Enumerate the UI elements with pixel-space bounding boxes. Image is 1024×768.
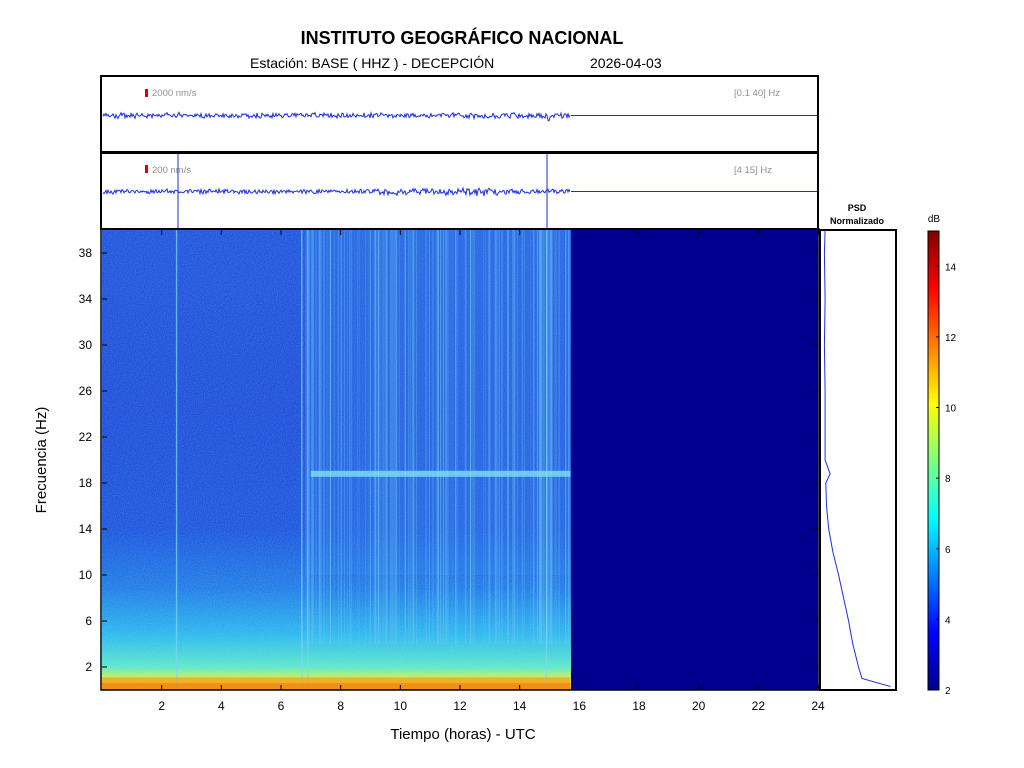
page-title: INSTITUTO GEOGRÁFICO NACIONAL — [300, 28, 624, 48]
y-tick-label: 18 — [79, 476, 93, 490]
station-label: Estación: BASE ( HHZ ) - DECEPCIÓN — [250, 55, 495, 71]
trace-panel-filtered: 200 nm/s [4 15] Hz — [100, 152, 819, 230]
x-axis-label: Tiempo (horas) - UTC — [390, 726, 535, 743]
y-axis-label: Frecuencia (Hz) — [33, 407, 50, 514]
x-tick-label: 20 — [692, 699, 706, 713]
y-tick-label: 38 — [79, 246, 93, 260]
colorbar-tick-label: 6 — [945, 545, 951, 556]
y-tick-label: 10 — [79, 568, 93, 582]
x-tick-label: 4 — [218, 699, 225, 713]
persistent-band — [310, 470, 571, 477]
spectrogram-features — [102, 230, 571, 690]
x-tick-label: 2 — [158, 699, 165, 713]
colorbar-tick-label: 4 — [945, 615, 951, 626]
colorbar-tick-label: 8 — [945, 474, 951, 485]
scale-bar-icon — [145, 89, 148, 97]
x-tick-label: 8 — [337, 699, 344, 713]
trace-scale-label: 2000 nm/s — [152, 88, 197, 99]
trace-waveform-broadband — [102, 110, 571, 122]
x-tick-label: 22 — [752, 699, 766, 713]
spectrogram-no-data-area — [571, 230, 818, 690]
y-tick-label: 30 — [79, 338, 93, 352]
noise-block — [304, 230, 571, 575]
x-tick-label: 14 — [513, 699, 527, 713]
colorbar-scale — [927, 230, 940, 691]
x-tick-label: 6 — [278, 699, 285, 713]
y-tick-label: 26 — [79, 384, 93, 398]
x-axis: 2 4 6 8 10 12 14 16 18 20 22 24 — [158, 230, 825, 713]
x-tick-label: 10 — [394, 699, 408, 713]
trace-panel-broadband: 2000 nm/s [0.1 40] Hz — [100, 75, 819, 153]
trace-band-label: [4 15] Hz — [734, 165, 772, 176]
colorbar: dB 2 4 6 8 10 12 14 — [927, 214, 957, 697]
colorbar-tick-label: 14 — [945, 262, 957, 273]
colorbar-ticks: 2 4 6 8 10 12 14 — [936, 262, 957, 697]
y-tick-label: 6 — [85, 614, 92, 628]
trace-waveform-filtered — [102, 186, 571, 198]
colorbar-tick-label: 10 — [945, 404, 957, 415]
y-tick-label: 22 — [79, 430, 93, 444]
trace-scale-label: 200 nm/s — [152, 165, 191, 176]
x-tick-label: 12 — [453, 699, 467, 713]
date-label: 2026-04-03 — [590, 55, 662, 71]
psd-panel: PSD Normalizado — [819, 203, 897, 691]
x-tick-label: 24 — [811, 699, 825, 713]
colorbar-tick-label: 12 — [945, 333, 957, 344]
psd-curve — [823, 229, 891, 687]
spectrogram-noise — [102, 230, 571, 690]
psd-subtitle: Normalizado — [830, 216, 885, 226]
y-tick-label: 14 — [79, 522, 93, 536]
trace-band-label: [0.1 40] Hz — [734, 88, 780, 99]
station-subtitle: Estación: BASE ( HHZ ) - DECEPCIÓN 2026-… — [250, 55, 662, 71]
scale-bar-icon — [145, 165, 148, 173]
colorbar-tick-label: 2 — [945, 686, 951, 697]
colorbar-unit: dB — [928, 214, 941, 225]
x-tick-label: 18 — [632, 699, 646, 713]
y-tick-label: 34 — [79, 292, 93, 306]
psd-title: PSD — [848, 203, 867, 213]
low-freq-band — [102, 683, 571, 690]
y-tick-label: 2 — [85, 660, 92, 674]
x-tick-label: 16 — [573, 699, 587, 713]
psd-frame — [819, 229, 897, 691]
spectrogram: 2 4 6 8 10 12 14 16 18 20 22 24 261014182226303438 … — [33, 228, 825, 743]
